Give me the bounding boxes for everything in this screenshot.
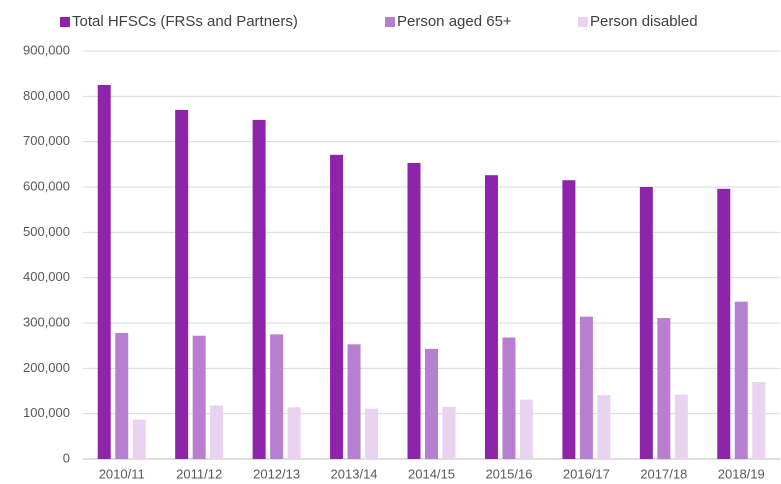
legend-swatch (578, 17, 588, 27)
y-tick-label: 700,000 (23, 133, 70, 148)
legend-swatch (385, 17, 395, 27)
bar (657, 318, 671, 459)
bar (115, 332, 129, 459)
bar (639, 187, 653, 459)
bar (365, 408, 379, 459)
y-tick-label: 900,000 (23, 42, 70, 57)
bar (674, 394, 688, 459)
bar (597, 395, 611, 459)
legend-label: Person aged 65+ (397, 13, 512, 30)
bar (97, 85, 111, 459)
legend-swatch (60, 17, 70, 27)
x-tick-label: 2011/12 (176, 466, 222, 481)
x-tick-label: 2018/19 (718, 466, 765, 481)
y-tick-label: 800,000 (23, 88, 70, 103)
x-tick-label: 2012/13 (253, 466, 300, 481)
bar (330, 154, 344, 459)
x-tick-label: 2010/11 (99, 466, 145, 481)
y-tick-label: 600,000 (23, 178, 70, 193)
y-tick-label: 100,000 (23, 405, 70, 420)
x-tick-label: 2016/17 (563, 466, 610, 481)
bar (192, 335, 206, 459)
bar (484, 175, 498, 460)
bar (425, 348, 438, 459)
bar (407, 162, 421, 459)
bar (210, 405, 224, 459)
bar (519, 399, 533, 459)
y-tick-label: 400,000 (23, 269, 70, 284)
x-tick-label: 2013/14 (331, 466, 378, 481)
y-tick-label: 500,000 (23, 224, 70, 239)
bar (270, 334, 284, 459)
bar (175, 109, 189, 459)
bar (579, 316, 593, 459)
bar (132, 419, 146, 459)
x-tick-label: 2014/15 (408, 466, 455, 481)
x-tick-label: 2015/16 (485, 466, 532, 481)
bar (252, 119, 266, 459)
bar (502, 337, 516, 459)
bar (734, 301, 748, 459)
bar (562, 180, 576, 459)
legend-label: Total HFSCs (FRSs and Partners) (72, 13, 298, 30)
bar (717, 188, 731, 459)
bar (287, 407, 301, 459)
legend: Total HFSCs (FRSs and Partners) Person ag… (60, 13, 698, 30)
bar (442, 406, 456, 459)
y-tick-label: 300,000 (23, 314, 70, 329)
y-tick-label: 0 (63, 450, 70, 465)
bar (347, 344, 361, 459)
legend-label: Person disabled (590, 13, 698, 30)
y-tick-label: 200,000 (23, 360, 70, 375)
x-tick-label: 2017/18 (640, 466, 687, 481)
bar (752, 381, 766, 459)
